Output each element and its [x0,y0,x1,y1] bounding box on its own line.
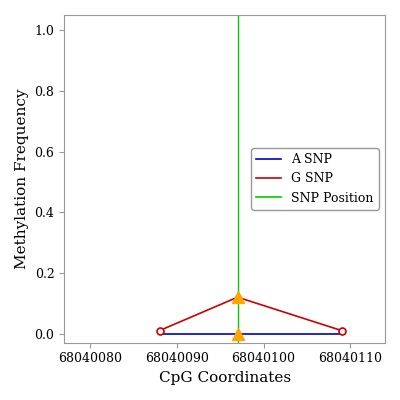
X-axis label: CpG Coordinates: CpG Coordinates [158,371,291,385]
Y-axis label: Methylation Frequency: Methylation Frequency [15,89,29,269]
Legend: A SNP, G SNP, SNP Position: A SNP, G SNP, SNP Position [251,148,379,210]
